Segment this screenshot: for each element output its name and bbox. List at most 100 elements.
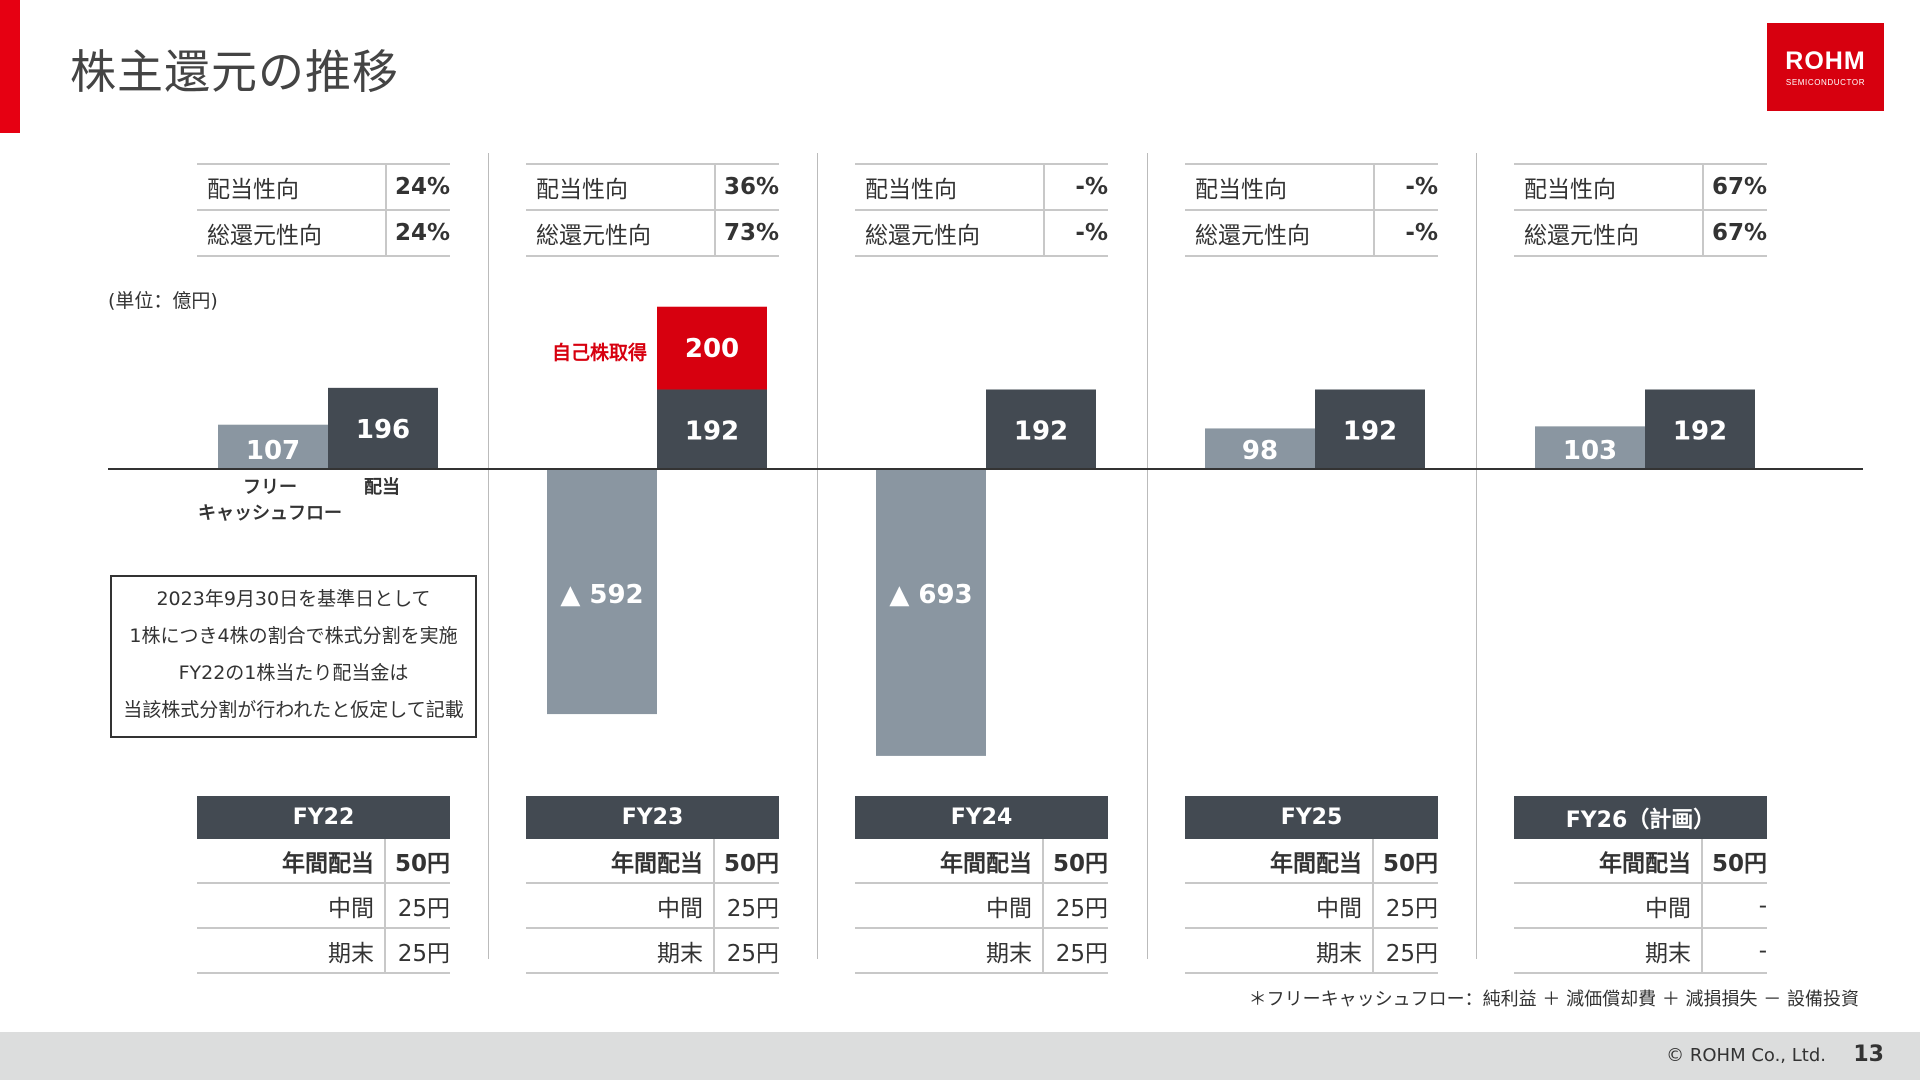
annual-dividend-value: 50円 [714,839,779,884]
total-return-label: 総還元性向 [1514,210,1704,257]
column-separator [488,153,489,959]
annual-dividend-label: 年間配当 [855,839,1044,884]
payout-label: 配当性向 [855,163,1045,211]
annual-dividend-label: 年間配当 [1514,839,1703,884]
dividend-value-label: 192 [685,417,739,447]
yearend-label: 期末 [1514,928,1703,974]
fcf-bar [876,469,986,756]
fiscal-year-header: FY23 [526,796,779,839]
yearend-label: 期末 [526,928,715,974]
total-return-label: 総還元性向 [526,210,716,257]
unit-label: (単位：億円) [108,290,218,312]
payout-label: 配当性向 [526,163,716,211]
fcf-bar [218,424,328,469]
accent-bar [0,0,20,133]
annual-dividend-value: 50円 [1702,839,1767,884]
dividend-bar [986,389,1096,469]
dividend-table-fy25: FY25 年間配当 50円 中間 25円 期末 25円 [1185,796,1438,974]
annual-dividend-label: 年間配当 [526,839,715,884]
ratio-table-fy25: 配当性向 -% 総還元性向 -% [1185,163,1438,257]
column-separator [1476,153,1477,959]
interim-value: 25円 [1043,883,1108,929]
fcf-definition-note: ＊フリーキャッシュフロー：純利益 ＋ 減価償却費 ＋ 減損損失 － 設備投資 [1248,989,1859,1010]
dividend-table-fy26: FY26（計画） 年間配当 50円 中間 - 期末 - [1514,796,1767,974]
dividend-category-label: 配当 [364,476,400,498]
column-separator [817,153,818,959]
page-number: 13 [1853,1042,1884,1067]
fiscal-year-header: FY26（計画） [1514,796,1767,839]
fcf-bar [1535,426,1645,469]
annual-dividend-label: 年間配当 [1185,839,1374,884]
payout-value: 24% [386,163,450,211]
ratio-table-fy24: 配当性向 -% 総還元性向 -% [855,163,1108,257]
interim-label: 中間 [1514,883,1703,929]
yearend-label: 期末 [1185,928,1374,974]
interim-value: 25円 [1373,883,1438,929]
dividend-value-label: 192 [1014,417,1068,447]
payout-label: 配当性向 [1185,163,1375,211]
payout-value: 67% [1703,163,1767,211]
total-return-value: -% [1374,210,1438,257]
ratio-table-fy23: 配当性向 36% 総還元性向 73% [526,163,779,257]
yearend-value: 25円 [714,928,779,974]
interim-label: 中間 [855,883,1044,929]
rohm-logo: ROHM SEMICONDUCTOR [1767,23,1884,111]
fiscal-year-header: FY25 [1185,796,1438,839]
dividend-bar [328,387,438,469]
buyback-label: 自己株取得 [552,341,647,364]
payout-value: -% [1044,163,1108,211]
footer-bar [0,1032,1920,1080]
fcf-value-label: 107 [246,436,300,466]
note-line: 2023年9月30日を基準日として [156,588,431,610]
fiscal-year-header: FY24 [855,796,1108,839]
ratio-table-fy22: 配当性向 24% 総還元性向 24% [197,163,450,257]
total-return-label: 総還元性向 [855,210,1045,257]
fcf-value-label: 98 [1242,436,1278,466]
yearend-value: 25円 [1373,928,1438,974]
payout-value: 36% [715,163,779,211]
yearend-label: 期末 [197,928,386,974]
column-separator [1147,153,1148,959]
logo-name: ROHM [1785,47,1866,75]
total-return-value: 67% [1703,210,1767,257]
dividend-value-label: 196 [356,415,410,445]
buyback-value-label: 200 [685,334,739,364]
dividend-table-fy24: FY24 年間配当 50円 中間 25円 期末 25円 [855,796,1108,974]
dividend-value-label: 192 [1673,417,1727,447]
yearend-value: 25円 [385,928,450,974]
fcf-value-label: ▲ 592 [560,580,643,610]
dividend-table-fy23: FY23 年間配当 50円 中間 25円 期末 25円 [526,796,779,974]
copyright: © ROHM Co., Ltd. [1666,1045,1826,1066]
total-return-label: 総還元性向 [197,210,387,257]
total-return-label: 総還元性向 [1185,210,1375,257]
note-line: 当該株式分割が行われたと仮定して記載 [123,699,464,721]
yearend-value: 25円 [1043,928,1108,974]
fcf-category-label: フリー [243,477,297,498]
yearend-label: 期末 [855,928,1044,974]
total-return-value: 24% [386,210,450,257]
buyback-bar [657,306,767,390]
payout-label: 配当性向 [197,163,387,211]
logo-sub: SEMICONDUCTOR [1785,78,1866,87]
stock-split-note: 2023年9月30日を基準日として 1株につき4株の割合で株式分割を実施 FY2… [110,575,477,738]
interim-value: 25円 [385,883,450,929]
dividend-bar [1315,389,1425,469]
dividend-value-label: 192 [1343,417,1397,447]
note-line: FY22の1株当たり配当金は [178,662,409,684]
payout-value: -% [1374,163,1438,211]
note-line: 1株につき4株の割合で株式分割を実施 [129,625,458,647]
fcf-bar [547,469,657,715]
dividend-bar [1645,389,1755,469]
ratio-table-fy26: 配当性向 67% 総還元性向 67% [1514,163,1767,257]
fcf-category-label: キャッシュフロー [198,503,342,524]
page-title: 株主還元の推移 [70,45,399,99]
interim-label: 中間 [526,883,715,929]
annual-dividend-value: 50円 [385,839,450,884]
annual-dividend-label: 年間配当 [197,839,386,884]
fcf-bar [1205,428,1315,469]
yearend-value: - [1702,928,1767,974]
fcf-value-label: 103 [1563,436,1617,466]
interim-label: 中間 [197,883,386,929]
interim-value: 25円 [714,883,779,929]
